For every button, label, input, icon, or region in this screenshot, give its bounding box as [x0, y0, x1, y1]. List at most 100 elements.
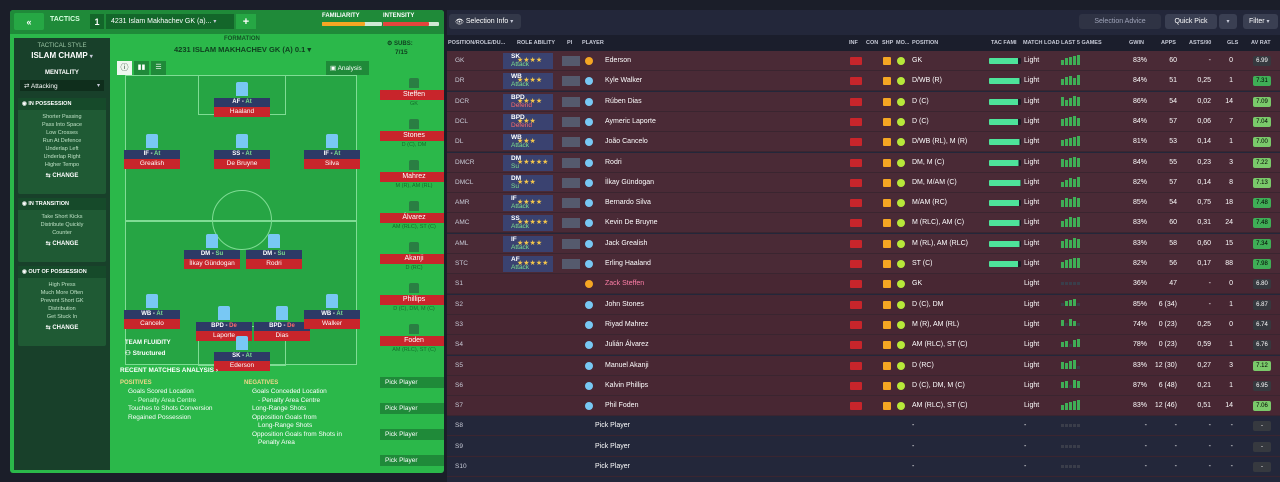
player-name[interactable]: Jack Grealish [605, 239, 648, 247]
table-row[interactable]: S4 Julián Álvarez AM (RLC), ST (C) Light 78%… [447, 335, 1280, 356]
table-row[interactable]: S5 Manuel Akanji D (RC) Light 83% 12 (30) 0,27… [447, 355, 1280, 376]
col-gls[interactable]: GLS [1227, 40, 1239, 46]
player-name[interactable]: Rodri [246, 259, 302, 269]
col-apps[interactable]: APPS [1161, 40, 1176, 46]
role-duty[interactable]: BPD Defend [503, 113, 553, 130]
role-duty[interactable]: DM Su [503, 154, 553, 171]
role-duty[interactable]: SS Attack [503, 215, 553, 232]
tactic-selector[interactable]: 4231 Islam Makhachev GK (a)... ▾ [106, 14, 234, 29]
player-name[interactable]: Kyle Walker [605, 77, 643, 85]
table-row[interactable]: DR WB Attack ★★★★ Kyle Walker D/WB (R) Light 84… [447, 71, 1280, 92]
pitch-player[interactable]: WB - At Walker [304, 294, 360, 329]
player-role[interactable]: SK - At [214, 352, 270, 361]
pi-icon[interactable] [562, 177, 580, 188]
table-row[interactable]: S8 Pick Player - - - - - - - [447, 416, 1280, 437]
sub-player[interactable]: Phillips D (C), DM, M (C) [380, 283, 444, 312]
table-row[interactable]: S1 Zack Steffen GK Light 36% 47 - 0 6.80 [447, 274, 1280, 295]
table-row[interactable]: DMCL DM Su ★★★ İlkay Gündogan DM, M/AM (C) Lig… [447, 172, 1280, 193]
player-name[interactable]: Laporte [196, 331, 252, 341]
table-row[interactable]: S2 John Stones D (C), DM Light 85% 6 (34) - 1 6.… [447, 294, 1280, 315]
player-name[interactable]: João Cancelo [605, 138, 648, 146]
role-duty[interactable]: WB Attack [503, 73, 553, 90]
col-role-ability[interactable]: ROLE ABILITY [517, 40, 555, 46]
selection-advice-button[interactable]: Selection Advice [1079, 14, 1161, 29]
in-transition-change-button[interactable]: ⇆ CHANGE [45, 241, 79, 247]
pi-icon[interactable] [562, 259, 580, 269]
sub-player[interactable]: Steffen GK [380, 78, 444, 107]
formation-name[interactable]: 4231 ISLAM MAKHACHEV GK (A) 0.1 ▾ [174, 45, 312, 54]
sub-player[interactable]: Mahrez M (R), AM (RL) [380, 160, 444, 189]
pi-icon[interactable] [562, 96, 580, 107]
table-row[interactable]: S9 Pick Player - - - - - - - [447, 436, 1280, 457]
pitch-player[interactable]: BPD - De Laporte [196, 306, 252, 341]
player-role[interactable]: AF - At [214, 98, 270, 107]
col-player[interactable]: PLAYER [582, 40, 604, 46]
pitch-player[interactable]: AF - At Haaland [214, 82, 270, 117]
player-role[interactable]: DM - Su [246, 250, 302, 259]
player-name[interactable]: De Bruyne [214, 159, 270, 169]
player-name[interactable]: Grealish [124, 159, 180, 169]
player-role[interactable]: SS - At [214, 150, 270, 159]
mentality-select[interactable]: ⇄ Attacking ▾ [20, 80, 104, 91]
player-name[interactable]: Haaland [214, 107, 270, 117]
sub-name[interactable]: Steffen [380, 90, 444, 100]
sub-name[interactable]: Stones [380, 131, 444, 141]
selection-info-button[interactable]: 👁 Selection Info ▾ [449, 14, 521, 29]
table-row[interactable]: DCL BPD Defend ★★★ Aymeric Laporte D (C) Light… [447, 111, 1280, 132]
sub-name[interactable]: Álvarez [380, 213, 444, 223]
table-row[interactable]: AMR IF Attack ★★★★ Bernardo Silva M/AM (RC) Li… [447, 193, 1280, 214]
pick-player-button[interactable]: Pick Player [380, 455, 444, 466]
sub-name[interactable]: Phillips [380, 295, 444, 305]
pick-player-button[interactable]: Pick Player [380, 429, 444, 440]
role-duty[interactable]: SK Attack [503, 53, 553, 69]
info-icon[interactable]: ⓘ [117, 61, 132, 75]
pi-icon[interactable] [562, 198, 580, 209]
pick-player-button[interactable]: Pick Player [380, 403, 444, 414]
bar-chart-icon[interactable]: ▮▮ [134, 61, 149, 75]
player-name[interactable]: Zack Steffen [605, 280, 645, 288]
player-name[interactable]: Julián Álvarez [605, 341, 649, 349]
player-name[interactable]: Rodri [605, 158, 622, 166]
pi-icon[interactable] [562, 238, 580, 249]
role-duty[interactable]: DM Su [503, 174, 553, 191]
player-name[interactable]: John Stones [605, 300, 644, 308]
pi-icon[interactable] [562, 116, 580, 127]
pitch-player[interactable]: DM - Su Rodri [246, 234, 302, 269]
col-position[interactable]: POSITION [912, 40, 939, 46]
col-tac-fami[interactable]: TAC FAMI [991, 40, 1017, 46]
col-mo[interactable]: MO... [896, 40, 910, 46]
col-last-5[interactable]: LAST 5 GAMES [1061, 40, 1102, 46]
player-name[interactable]: Silva [304, 159, 360, 169]
pitch-player[interactable]: WB - At Cancelo [124, 294, 180, 329]
list-icon[interactable]: ☰ [151, 61, 166, 75]
role-duty[interactable]: BPD Defend [503, 93, 553, 110]
player-name[interactable]: Walker [304, 319, 360, 329]
table-row[interactable]: AMC SS Attack ★★★★★ Kevin De Bruyne M (RLC), … [447, 213, 1280, 234]
sub-name[interactable]: Akanji [380, 254, 444, 264]
pi-icon[interactable] [562, 76, 580, 87]
quick-pick-button[interactable]: Quick Pick [1165, 14, 1217, 29]
player-name[interactable]: İlkay Gündogan [184, 259, 240, 269]
sub-player[interactable]: Akanji D (RC) [380, 242, 444, 271]
pitch-player[interactable]: IF - At Grealish [124, 134, 180, 169]
player-name[interactable]: Rúben Dias [605, 97, 642, 105]
table-row[interactable]: S3 Riyad Mahrez M (R), AM (RL) Light 74% 0 (2… [447, 314, 1280, 335]
analysis-button[interactable]: ▣ Analysis [326, 61, 369, 75]
table-row[interactable]: AML IF Attack ★★★★ Jack Grealish M (RL), AM (… [447, 233, 1280, 254]
filter-button[interactable]: Filter ▾ [1243, 14, 1278, 29]
col-con[interactable]: CON [866, 40, 879, 46]
out-possession-change-button[interactable]: ⇆ CHANGE [45, 325, 79, 331]
tactical-style-name[interactable]: ISLAM CHAMP ▾ [31, 51, 93, 60]
recent-matches-link[interactable]: RECENT MATCHES ANALYSIS › [120, 367, 219, 374]
player-role[interactable]: DM - Su [184, 250, 240, 259]
table-row[interactable]: STC AF Attack ★★★★★ Erling Haaland ST (C) Ligh… [447, 254, 1280, 274]
player-role[interactable]: BPD - De [254, 322, 310, 331]
col-asts[interactable]: ASTS/90 [1189, 40, 1212, 46]
pitch-player[interactable]: DM - Su İlkay Gündogan [184, 234, 240, 269]
role-duty[interactable]: WB Attack [503, 134, 553, 151]
player-name[interactable]: Ederson [214, 361, 270, 371]
in-possession-change-button[interactable]: ⇆ CHANGE [45, 173, 79, 179]
col-av-rat[interactable]: AV RAT [1251, 40, 1271, 46]
col-inf[interactable]: INF [849, 40, 858, 46]
pitch-player[interactable]: BPD - De Dias [254, 306, 310, 341]
